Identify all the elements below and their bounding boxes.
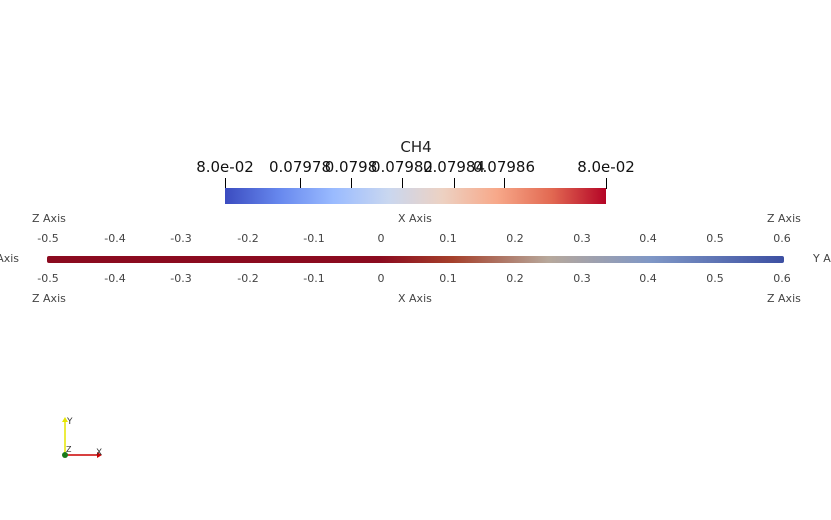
z-axis-label: Z [66, 445, 72, 454]
x-tick-label: -0.2 [237, 232, 259, 245]
legend-tick-mark [300, 178, 301, 189]
x-tick-label: -0.5 [37, 232, 59, 245]
x-tick-label: -0.1 [303, 232, 325, 245]
legend-tick-mark [402, 178, 403, 189]
x-axis-arrowhead [97, 452, 102, 458]
legend-tick-mark [351, 178, 352, 189]
legend-tick-mark [225, 178, 226, 189]
x-tick-label: -0.3 [170, 272, 192, 285]
y-axis-title-left: Y Axis [0, 252, 20, 265]
x-tick-label: 0.1 [439, 272, 457, 285]
x-tick-label: 0.5 [706, 272, 724, 285]
ch4-data-bar [47, 256, 784, 263]
x-axis-title-bottom: X Axis [398, 292, 432, 305]
y-axis-arrowhead [62, 417, 68, 422]
legend-tick-label: 8.0e-02 [577, 158, 635, 176]
x-tick-label: 0.5 [706, 232, 724, 245]
x-tick-label: 0 [377, 272, 385, 285]
x-axis-label: X [96, 448, 102, 458]
x-tick-label: -0.1 [303, 272, 325, 285]
x-tick-label: 0.4 [639, 232, 657, 245]
x-axis-title-top: X Axis [398, 212, 432, 225]
y-axis-title-right: Y Axis [813, 252, 831, 265]
x-tick-label: -0.4 [104, 232, 126, 245]
z-axis-title-bottom-right: Z Axis [767, 292, 801, 305]
x-tick-label: 0 [377, 232, 385, 245]
y-axis-label: Y [66, 417, 73, 427]
z-axis-title-bottom-left: Z Axis [32, 292, 66, 305]
legend-tick-label: 8.0e-02 [196, 158, 254, 176]
x-tick-label: 0.1 [439, 232, 457, 245]
z-axis-title-top-right: Z Axis [767, 212, 801, 225]
color-legend-title: CH4 [400, 138, 432, 156]
color-legend-bar [225, 188, 606, 204]
legend-tick-mark [606, 178, 607, 189]
legend-tick-label: 0.07984 [422, 158, 486, 176]
x-tick-label: -0.4 [104, 272, 126, 285]
x-tick-label: 0.2 [506, 232, 524, 245]
x-tick-label: -0.5 [37, 272, 59, 285]
orientation-axes-widget: Y X Z [55, 414, 115, 464]
legend-tick-mark [504, 178, 505, 189]
z-axis-dot [62, 452, 68, 458]
x-tick-label: 0.6 [773, 272, 791, 285]
x-tick-label: 0.3 [573, 232, 591, 245]
x-tick-label: 0.6 [773, 232, 791, 245]
legend-tick-label: 0.07982 [370, 158, 434, 176]
legend-tick-label: 0.07978 [268, 158, 332, 176]
x-tick-label: 0.2 [506, 272, 524, 285]
legend-tick-mark [454, 178, 455, 189]
legend-tick-label: 0.0798 [324, 158, 378, 176]
z-axis-title-top-left: Z Axis [32, 212, 66, 225]
orientation-axes-icon: Y X Z [62, 417, 102, 458]
x-tick-label: -0.3 [170, 232, 192, 245]
x-tick-label: 0.4 [639, 272, 657, 285]
x-tick-label: 0.3 [573, 272, 591, 285]
legend-tick-label: 0.07986 [472, 158, 536, 176]
x-tick-label: -0.2 [237, 272, 259, 285]
